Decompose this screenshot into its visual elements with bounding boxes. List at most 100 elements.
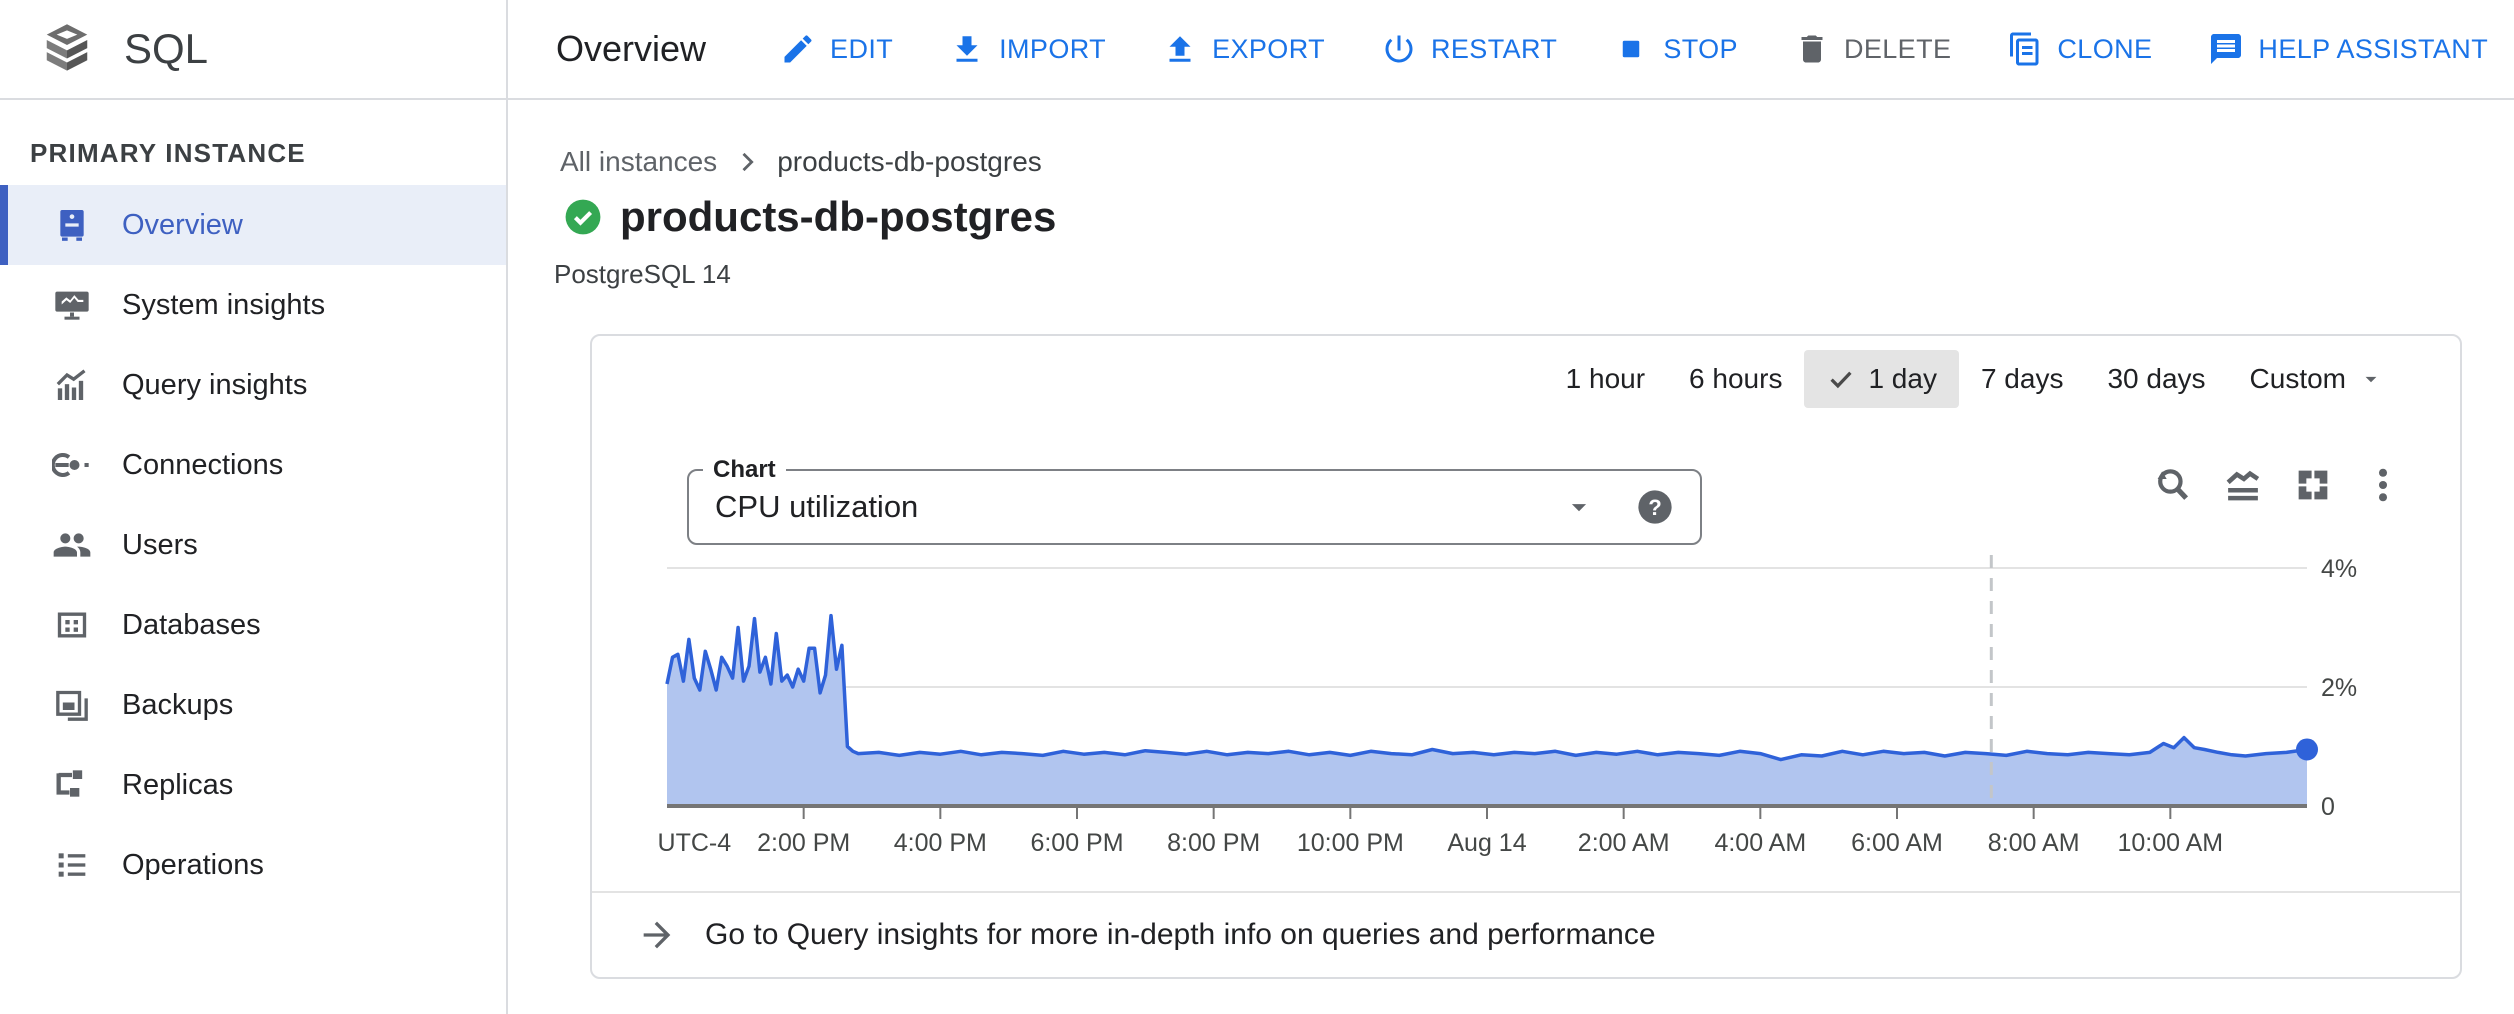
replicas-icon <box>52 765 92 805</box>
chart-toolbar <box>2152 464 2404 506</box>
y-axis-label: 2% <box>2321 674 2357 702</box>
backups-icon <box>52 685 92 725</box>
time-range-30-days[interactable]: 30 days <box>2085 350 2227 408</box>
sidebar-item-label: Replicas <box>122 768 234 801</box>
breadcrumb: All instances products-db-postgres <box>560 146 2514 178</box>
metrics-card: 1 hour 6 hours 1 day 7 days 30 days Cust… <box>590 334 2462 979</box>
time-range-7-days[interactable]: 7 days <box>1959 350 2086 408</box>
sidebar-item-query-insights[interactable]: Query insights <box>0 345 506 425</box>
header-divider <box>0 98 2514 100</box>
help-assistant-icon <box>2211 34 2242 64</box>
latest-value-dot <box>2296 738 2318 761</box>
x-axis-label: UTC-4 <box>658 829 732 857</box>
x-axis-label: 4:00 AM <box>1714 829 1806 857</box>
time-range-custom[interactable]: Custom <box>2228 350 2406 408</box>
svg-text:?: ? <box>1648 495 1662 520</box>
more-options-icon[interactable] <box>2362 464 2404 506</box>
cpu-area-fill <box>667 615 2307 806</box>
header-action-bar: EDIT IMPORT EXPORT RESTART STOP DELETE <box>780 31 2488 67</box>
time-range-1-hour[interactable]: 1 hour <box>1544 350 1667 408</box>
chart-select-label: Chart <box>703 456 786 484</box>
clone-button[interactable]: CLONE <box>2007 31 2152 67</box>
edit-button[interactable]: EDIT <box>780 31 893 67</box>
sidebar-nav: Overview System insights Query insights … <box>0 185 506 905</box>
fullscreen-icon[interactable] <box>2292 464 2334 506</box>
time-range-label: 7 days <box>1980 363 2064 394</box>
import-icon <box>956 36 978 62</box>
help-assistant-button[interactable]: HELP ASSISTANT <box>2208 31 2488 67</box>
cpu-line <box>665 613 2308 762</box>
x-axis-label: 8:00 AM <box>1988 829 2080 857</box>
system-insights-icon <box>52 285 92 325</box>
delete-icon <box>1801 35 1823 63</box>
time-range-6-hours[interactable]: 6 hours <box>1667 350 1804 408</box>
query-insights-icon <box>52 365 92 405</box>
instance-name: products-db-postgres <box>620 193 1057 240</box>
sidebar-item-label: Users <box>122 528 198 561</box>
product-logo-block[interactable]: SQL <box>0 18 508 80</box>
delete-button[interactable]: DELETE <box>1794 31 1951 67</box>
time-range-label: 1 day <box>1868 363 1937 394</box>
time-range-label: 1 hour <box>1565 363 1646 394</box>
sidebar-item-connections[interactable]: Connections <box>0 425 506 505</box>
zoom-reset-icon[interactable] <box>2152 464 2194 506</box>
instance-title-row: products-db-postgres <box>564 193 2514 241</box>
sidebar-item-users[interactable]: Users <box>0 505 506 585</box>
page-title: Overview <box>556 28 707 69</box>
sidebar-item-operations[interactable]: Operations <box>0 825 506 905</box>
x-axis-label: 6:00 AM <box>1851 829 1943 857</box>
sidebar-item-backups[interactable]: Backups <box>0 665 506 745</box>
x-axis-label: 2:00 PM <box>757 829 850 857</box>
help-assistant-label: HELP ASSISTANT <box>2258 33 2489 64</box>
restart-button[interactable]: RESTART <box>1381 31 1557 67</box>
sidebar-item-label: Operations <box>122 848 264 881</box>
operations-icon <box>52 845 92 885</box>
cpu-utilization-chart[interactable]: 4% 2% 0 UTC-4 2:00 PM 4:00 PM 6:00 PM 8:00 PM 10… <box>592 551 2464 896</box>
export-button[interactable]: EXPORT <box>1162 31 1325 67</box>
sidebar-item-label: Query insights <box>122 368 308 401</box>
time-range-label: 6 hours <box>1689 363 1783 394</box>
time-range-1-day[interactable]: 1 day <box>1804 350 1959 408</box>
stop-label: STOP <box>1663 33 1738 64</box>
check-icon <box>1826 364 1856 394</box>
time-range-selector: 1 hour 6 hours 1 day 7 days 30 days Cust… <box>1544 350 2406 408</box>
y-axis-label: 0 <box>2321 793 2335 821</box>
page-head: Overview EDIT IMPORT EXPORT RESTART STOP <box>508 28 2514 70</box>
edit-label: EDIT <box>830 33 894 64</box>
clone-icon <box>2010 32 2039 66</box>
sidebar-item-label: System insights <box>122 288 326 321</box>
chart-metric-select[interactable]: Chart CPU utilization ? <box>687 456 1702 545</box>
main-content: All instances products-db-postgres produ… <box>508 100 2514 1014</box>
breadcrumb-all-instances[interactable]: All instances <box>560 146 718 177</box>
sidebar-item-system-insights[interactable]: System insights <box>0 265 506 345</box>
cloud-sql-logo-icon <box>40 18 94 80</box>
sidebar-item-label: Connections <box>122 448 284 481</box>
x-axis-label: 8:00 PM <box>1167 829 1260 857</box>
area-chart-toggle-icon[interactable] <box>2222 464 2264 506</box>
chart-select-value: CPU utilization <box>715 489 919 524</box>
clone-label: CLONE <box>2057 33 2153 64</box>
sidebar-item-databases[interactable]: Databases <box>0 585 506 665</box>
x-axis-label: 2:00 AM <box>1578 829 1670 857</box>
sidebar-item-overview[interactable]: Overview <box>0 185 506 265</box>
sidebar-item-replicas[interactable]: Replicas <box>0 745 506 825</box>
export-icon <box>1169 36 1191 62</box>
export-label: EXPORT <box>1212 33 1325 64</box>
users-icon <box>52 525 92 565</box>
x-axis-label: 4:00 PM <box>894 829 987 857</box>
help-icon[interactable]: ? <box>1636 488 1674 526</box>
status-healthy-icon <box>564 198 602 236</box>
import-button[interactable]: IMPORT <box>949 31 1106 67</box>
time-range-label: 30 days <box>2107 363 2206 394</box>
x-axis-label: 10:00 AM <box>2118 829 2224 857</box>
query-insights-link[interactable]: Go to Query insights for more in-depth i… <box>592 891 2460 977</box>
edit-icon <box>784 35 812 63</box>
connections-icon <box>52 445 92 485</box>
x-axis-label: 6:00 PM <box>1030 829 1123 857</box>
stop-button[interactable]: STOP <box>1613 31 1738 67</box>
engine-version: PostgreSQL 14 <box>554 259 731 289</box>
stop-icon <box>1623 40 1640 58</box>
restart-label: RESTART <box>1431 33 1558 64</box>
x-axis-label: Aug 14 <box>1447 829 1526 857</box>
chevron-right-icon <box>733 148 761 176</box>
